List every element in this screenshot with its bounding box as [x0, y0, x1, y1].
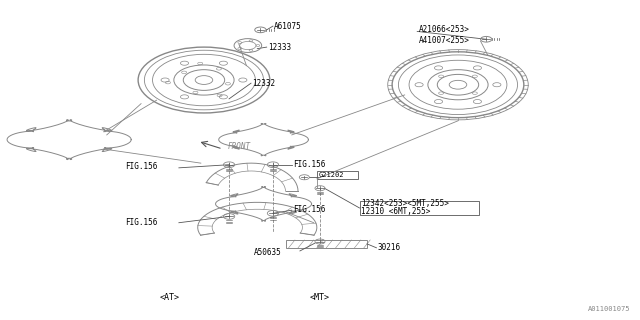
Text: <AT>: <AT>	[159, 293, 179, 302]
Text: FRONT: FRONT	[228, 142, 251, 151]
Text: G21202: G21202	[319, 172, 344, 178]
Text: FIG.156: FIG.156	[293, 160, 325, 169]
Text: FIG.156: FIG.156	[125, 162, 158, 172]
Text: A41007<255>: A41007<255>	[419, 36, 469, 45]
Text: 12333: 12333	[268, 43, 291, 52]
Text: A21066<253>: A21066<253>	[419, 25, 469, 34]
Bar	[285, 240, 367, 248]
Text: A50635: A50635	[254, 248, 282, 257]
Bar	[317, 171, 358, 179]
Text: 30216: 30216	[378, 243, 401, 252]
Bar	[360, 201, 479, 215]
Text: 12310 <6MT,255>: 12310 <6MT,255>	[361, 207, 430, 216]
Text: A61075: A61075	[274, 21, 302, 31]
Text: <MT>: <MT>	[310, 293, 330, 302]
Text: A011001075: A011001075	[588, 306, 630, 312]
Text: 12332: 12332	[252, 79, 275, 88]
Text: FIG.156: FIG.156	[125, 218, 158, 227]
Text: FIG.156: FIG.156	[293, 205, 325, 214]
Text: 12342<253><5MT,255>: 12342<253><5MT,255>	[361, 199, 449, 208]
